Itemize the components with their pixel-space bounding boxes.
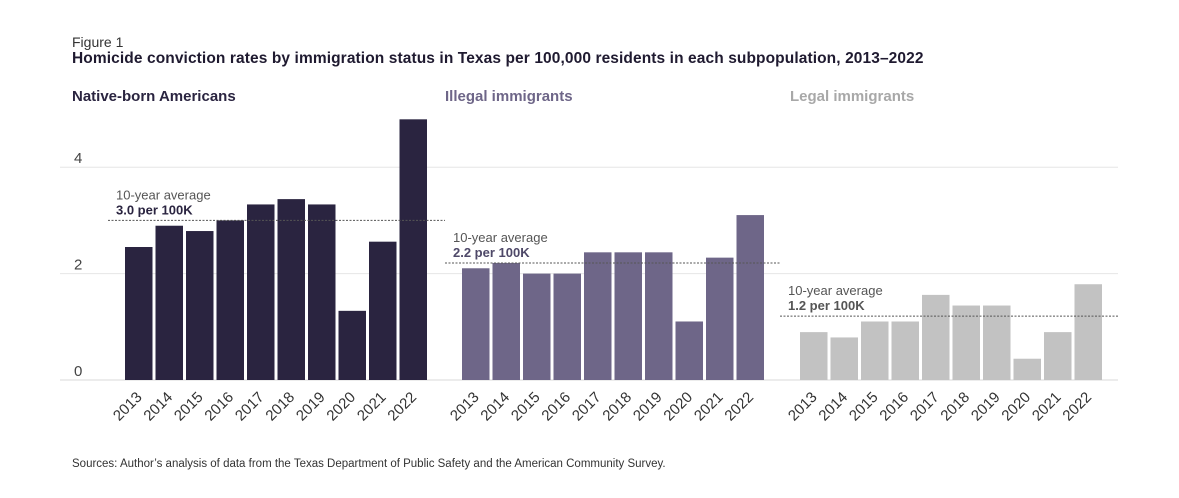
x-tick-label: 2020 [998, 389, 1034, 425]
x-tick-label: 2022 [384, 389, 420, 425]
bar-illegal-immigrants-2016 [553, 273, 581, 380]
bar-native-born-americans-2013 [125, 247, 153, 380]
average-label: 10-year average [788, 283, 883, 298]
x-tick-label: 2013 [785, 389, 821, 425]
x-tick-label: 2021 [354, 389, 390, 425]
bar-legal-immigrants-2020 [1013, 358, 1041, 380]
x-tick-label: 2017 [907, 389, 943, 425]
bar-illegal-immigrants-2022 [736, 215, 764, 380]
bar-legal-immigrants-2017 [922, 294, 950, 380]
x-tick-label: 2019 [630, 389, 666, 425]
average-label: 10-year average [116, 187, 211, 202]
bar-legal-immigrants-2013 [800, 332, 828, 380]
bar-native-born-americans-2017 [247, 204, 275, 380]
x-tick-label: 2020 [323, 389, 359, 425]
x-tick-label: 2014 [815, 389, 851, 425]
x-tick-label: 2019 [293, 389, 329, 425]
average-value: 1.2 per 100K [788, 298, 865, 313]
bar-illegal-immigrants-2014 [492, 262, 520, 380]
x-tick-label: 2016 [201, 389, 237, 425]
source-note: Sources: Author’s analysis of data from … [72, 458, 666, 470]
series-title: Illegal immigrants [445, 88, 573, 105]
bar-legal-immigrants-2014 [830, 337, 858, 380]
bar-native-born-americans-2014 [155, 225, 183, 380]
y-tick-label: 0 [74, 363, 82, 380]
bar-native-born-americans-2022 [399, 119, 427, 380]
x-tick-label: 2018 [262, 389, 298, 425]
x-tick-label: 2014 [477, 389, 513, 425]
x-tick-label: 2020 [660, 389, 696, 425]
average-value: 3.0 per 100K [116, 202, 193, 217]
bar-legal-immigrants-2021 [1044, 332, 1072, 380]
bar-legal-immigrants-2015 [861, 321, 889, 380]
x-tick-label: 2019 [968, 389, 1004, 425]
bar-legal-immigrants-2018 [952, 305, 980, 380]
bar-native-born-americans-2019 [308, 204, 336, 380]
figure-label: Figure 1 [72, 34, 124, 50]
x-tick-label: 2016 [876, 389, 912, 425]
average-value: 2.2 per 100K [453, 245, 530, 260]
chart-title: Homicide conviction rates by immigration… [72, 50, 924, 67]
series-title: Native-born Americans [72, 88, 236, 105]
bar-illegal-immigrants-2013 [462, 268, 490, 380]
bar-native-born-americans-2021 [369, 241, 397, 380]
bar-legal-immigrants-2019 [983, 305, 1011, 380]
x-tick-label: 2017 [569, 389, 605, 425]
bar-illegal-immigrants-2021 [706, 257, 734, 380]
x-tick-label: 2016 [538, 389, 574, 425]
bar-native-born-americans-2020 [338, 310, 366, 380]
average-label: 10-year average [453, 230, 548, 245]
x-tick-label: 2015 [508, 389, 544, 425]
x-tick-label: 2022 [721, 389, 757, 425]
bar-illegal-immigrants-2019 [645, 252, 673, 380]
bar-native-born-americans-2016 [216, 220, 244, 380]
x-tick-label: 2021 [691, 389, 727, 425]
series-title: Legal immigrants [790, 88, 914, 105]
bar-native-born-americans-2015 [186, 231, 214, 380]
bar-illegal-immigrants-2015 [523, 273, 551, 380]
bar-illegal-immigrants-2020 [675, 321, 703, 380]
x-tick-label: 2013 [447, 389, 483, 425]
bar-legal-immigrants-2016 [891, 321, 919, 380]
bar-illegal-immigrants-2017 [584, 252, 612, 380]
x-tick-label: 2014 [140, 389, 176, 425]
x-tick-label: 2013 [110, 389, 146, 425]
x-tick-label: 2018 [599, 389, 635, 425]
y-tick-label: 2 [74, 257, 82, 274]
bar-illegal-immigrants-2018 [614, 252, 642, 380]
x-tick-label: 2022 [1059, 389, 1095, 425]
bar-legal-immigrants-2022 [1074, 284, 1102, 380]
x-tick-label: 2018 [937, 389, 973, 425]
x-tick-label: 2017 [232, 389, 268, 425]
x-tick-label: 2015 [171, 389, 207, 425]
x-tick-label: 2021 [1029, 389, 1065, 425]
y-tick-label: 4 [74, 150, 82, 167]
bar-native-born-americans-2018 [277, 199, 305, 380]
x-tick-label: 2015 [846, 389, 882, 425]
